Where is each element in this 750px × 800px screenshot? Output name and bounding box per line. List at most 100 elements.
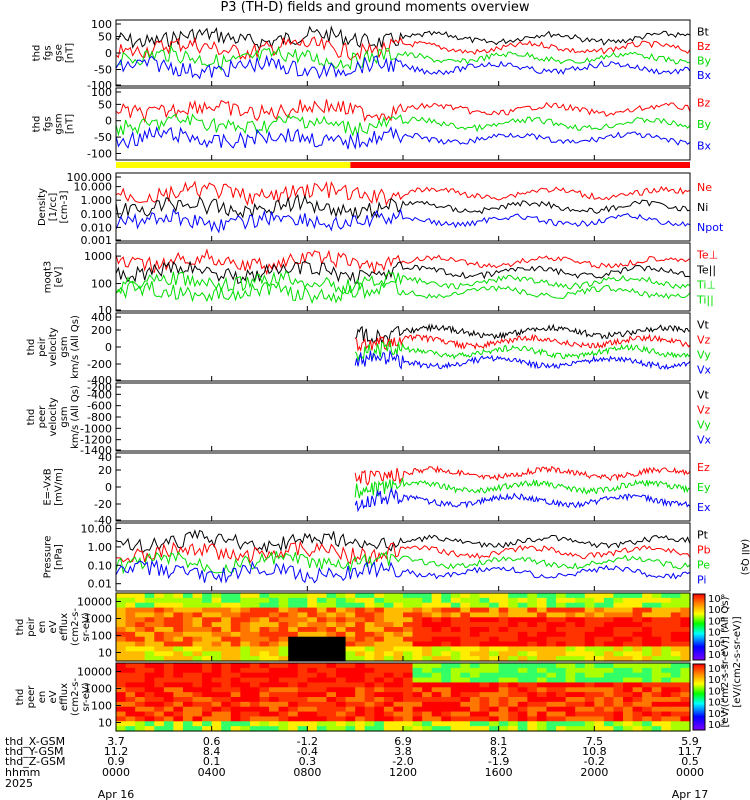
spectrogram-cell: [623, 612, 634, 618]
spectrogram-cell: [221, 692, 232, 698]
spectrogram-cell: [623, 726, 634, 732]
spectrogram-cell: [422, 636, 433, 643]
spectrogram-cell: [508, 677, 519, 684]
spectrogram-cell: [661, 726, 672, 732]
spectrogram-cell: [364, 687, 375, 693]
spectrogram-cell: [422, 682, 433, 688]
panel-density: 100.00010.0001.0000.1000.0100.001Density…: [37, 171, 724, 247]
spectrogram-cell: [642, 711, 653, 718]
spectrogram-cell: [565, 687, 576, 693]
spectrogram-cell: [211, 706, 222, 713]
spectrogram-cell: [422, 593, 433, 599]
colorbar-tick: 10⁶: [708, 686, 725, 697]
spectrogram-cell: [575, 651, 586, 657]
spectrogram-cell: [182, 716, 194, 722]
spectrogram-cell: [163, 726, 174, 732]
spectrogram-cell: [125, 612, 136, 618]
spectrogram-cell: [259, 706, 270, 713]
spectrogram-cell: [460, 631, 471, 638]
spectrogram-cell: [316, 667, 328, 674]
spectrogram-cell: [508, 651, 519, 657]
spectrogram-cell: [336, 607, 347, 614]
legend-item: Te||: [696, 264, 716, 277]
spectrogram-cell: [393, 701, 404, 708]
spectrogram-cell: [575, 672, 586, 679]
y-axis-label: sr-eV): [81, 612, 92, 641]
spectrogram-cell: [393, 627, 404, 633]
spectrogram-cell: [364, 597, 375, 604]
spectrogram-cell: [278, 726, 289, 732]
spectrogram-cell: [469, 593, 481, 599]
spectrogram-cell: [431, 646, 442, 652]
spectrogram-cell: [278, 663, 289, 669]
spectrogram-cell: [412, 631, 423, 638]
spectrogram-cell: [249, 682, 261, 688]
spectrogram-cell: [297, 631, 308, 638]
spectrogram-cell: [651, 656, 662, 662]
spectrogram-cell: [374, 607, 385, 614]
spectrogram-cell: [211, 656, 222, 662]
spectrogram-cell: [173, 706, 184, 713]
spectrogram-cell: [460, 617, 471, 623]
spectrogram-cell: [536, 721, 548, 727]
spectrogram-cell: [680, 663, 691, 669]
spectrogram-cell: [364, 701, 375, 708]
ephemeris-row-label: 2025: [5, 777, 33, 790]
y-tick-label: 0.100: [81, 208, 113, 221]
chart-title: P3 (TH-D) fields and ground moments over…: [220, 0, 530, 15]
spectrogram-cell: [383, 687, 395, 693]
spectrogram-cell: [355, 622, 366, 628]
spectrogram-cell: [441, 593, 452, 599]
spectrogram-cell: [661, 656, 672, 662]
spectrogram-cell: [403, 663, 414, 669]
spectrogram-cell: [412, 646, 423, 652]
spectrogram-cell: [355, 612, 366, 618]
spectrogram-cell: [603, 663, 615, 669]
spectrogram-cell: [412, 597, 423, 604]
colorbar-tick: 10⁸: [708, 664, 725, 675]
spectrogram-cell: [441, 631, 452, 638]
spectrogram-cell: [489, 667, 500, 674]
spectrogram-cell: [546, 687, 557, 693]
ephemeris-value: 8.2: [490, 745, 508, 758]
spectrogram-cell: [297, 641, 308, 648]
spectrogram-cell: [527, 656, 538, 662]
spectrogram-cell: [403, 597, 414, 604]
spectrogram-cell: [422, 701, 433, 708]
spectrogram-cell: [584, 711, 595, 718]
spectrogram-cell: [211, 597, 222, 604]
y-axis-label: thd: [32, 116, 43, 133]
spectrogram-cell: [307, 701, 318, 708]
series-line: [354, 487, 691, 513]
spectrogram-cell: [613, 716, 624, 722]
colorbar-tick: 10³: [708, 650, 725, 661]
spectrogram-cell: [288, 627, 299, 633]
spectrogram-cell: [211, 677, 222, 684]
spectrogram-cell: [364, 706, 375, 713]
spectrogram-cell: [154, 646, 165, 652]
spectrogram-cell: [288, 646, 299, 652]
spectrogram-cell: [498, 631, 509, 638]
spectrogram-cell: [221, 631, 232, 638]
spectrogram-cell: [489, 646, 500, 652]
spectrogram-cell: [613, 697, 624, 703]
spectrogram-cell: [527, 627, 538, 633]
spectrogram-cell: [326, 687, 337, 693]
spectrogram-cell: [163, 607, 174, 614]
spectrogram-cell: [259, 667, 270, 674]
y-axis-label: Pressure: [43, 536, 54, 579]
spectrogram-cell: [594, 663, 605, 669]
spectrogram-cell: [489, 593, 500, 599]
spectrogram-cell: [393, 682, 404, 688]
spectrogram-cell: [192, 622, 203, 628]
spectrogram-cell: [623, 711, 634, 718]
spectrogram-cell: [623, 663, 634, 669]
spectrogram-cell: [527, 622, 538, 628]
spectrogram-cell: [536, 612, 548, 618]
spectrogram-cell: [240, 672, 251, 679]
spectrogram-cell: [613, 617, 624, 623]
spectrogram-cell: [450, 651, 461, 657]
spectrogram-cell: [316, 701, 328, 708]
spectrogram-cell: [642, 706, 653, 713]
spectrogram-cell: [278, 612, 289, 618]
